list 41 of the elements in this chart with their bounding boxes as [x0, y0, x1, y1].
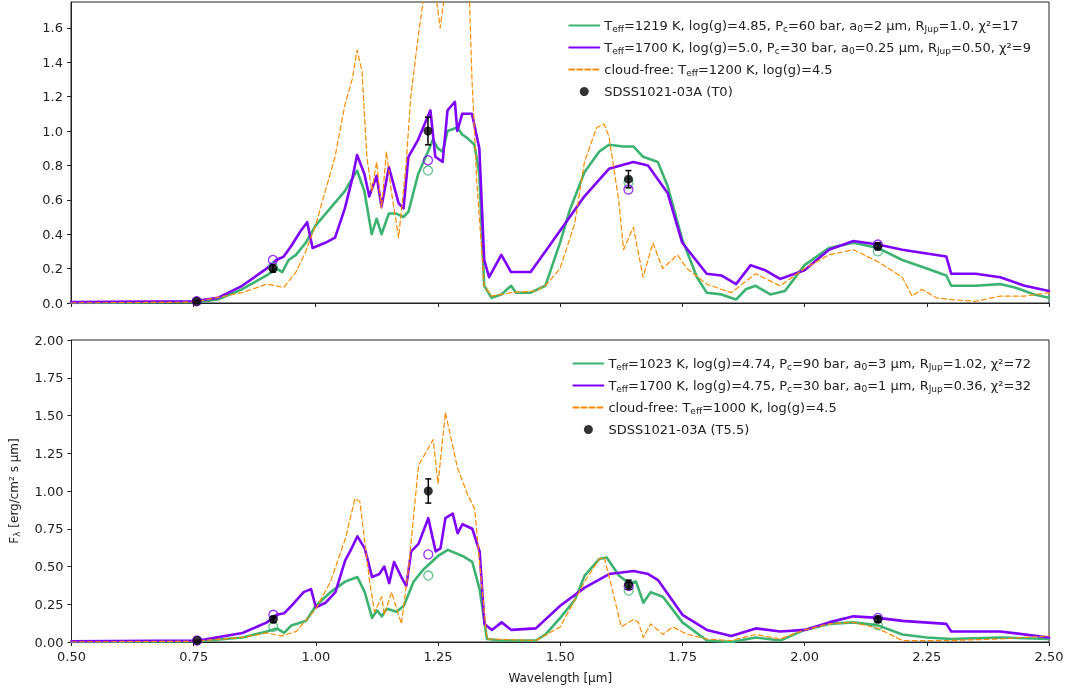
x-tick-label: 1.50 — [545, 649, 575, 664]
y-axis-title: Fλ [erg/cm² s μm] — [7, 438, 22, 544]
point — [872, 246, 883, 257]
y-tick-label: 0.4 — [42, 226, 63, 242]
y-tick-label: 0.0 — [42, 295, 63, 311]
y-tick-label: 1.0 — [42, 123, 63, 139]
point — [623, 174, 633, 184]
y-tick-label: 1.4 — [42, 54, 63, 70]
legend-label: SDSS1021-03A (T0) — [604, 84, 733, 99]
y-tick-label: 1.25 — [34, 445, 64, 461]
y-tick-label: 1.2 — [42, 89, 63, 105]
x-tick-label: 2.25 — [912, 649, 942, 664]
x-tick-label: 0.50 — [57, 649, 86, 664]
y-tick-label: 0.00 — [34, 634, 64, 650]
point — [423, 486, 433, 496]
point — [423, 126, 433, 136]
y-tick-label: 0.75 — [34, 521, 64, 537]
y-tick-label: 0.25 — [34, 596, 64, 612]
y-tick-label: 1.75 — [34, 370, 64, 386]
y-tick-label: 1.50 — [34, 408, 64, 423]
x-tick-label: 1.00 — [301, 649, 331, 664]
y-tick-label: 0.6 — [42, 192, 63, 208]
point — [268, 609, 279, 620]
point — [423, 570, 434, 581]
line-series — [70, 512, 1051, 643]
x-tick-label: 1.25 — [423, 649, 453, 664]
x-tick-label: 0.75 — [179, 649, 209, 664]
y-tick-label: 0.2 — [42, 261, 63, 277]
x-tick-label: 2.50 — [1034, 649, 1064, 664]
point — [423, 549, 434, 560]
x-axis-title: Wavelength [μm] — [508, 671, 613, 685]
y-tick-label: 0.8 — [42, 157, 63, 173]
x-tick-label: 2.00 — [790, 649, 820, 664]
y-tick-label: 1.00 — [34, 483, 64, 499]
legend-label: SDSS1021-03A (T5.5) — [608, 422, 750, 437]
y-tick-label: 2.00 — [34, 332, 64, 348]
x-tick-label: 1.75 — [667, 649, 697, 664]
y-tick-label: 1.6 — [42, 20, 63, 36]
point — [422, 155, 434, 166]
point — [422, 165, 434, 176]
y-tick-label: 0.50 — [34, 559, 64, 574]
